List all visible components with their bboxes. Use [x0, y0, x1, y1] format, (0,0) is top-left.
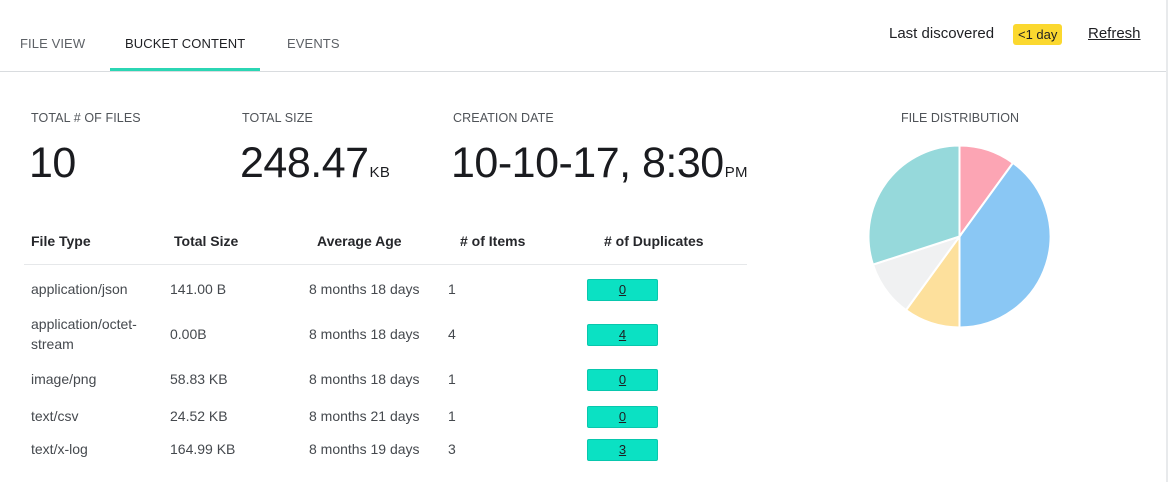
file-distribution-pie-chart	[867, 144, 1052, 329]
duplicates-button[interactable]: 4	[587, 324, 658, 346]
cell-items: 4	[448, 326, 456, 342]
cell-file-type: text/csv	[31, 408, 79, 424]
total-files-label: TOTAL # OF FILES	[31, 111, 141, 125]
cell-average-age: 8 months 18 days	[309, 281, 420, 297]
cell-items: 3	[448, 441, 456, 457]
cell-items: 1	[448, 371, 456, 387]
table-header-divider	[24, 264, 747, 265]
duplicates-button[interactable]: 3	[587, 439, 658, 461]
cell-items: 1	[448, 281, 456, 297]
duplicates-button[interactable]: 0	[587, 406, 658, 428]
creation-date-ampm: PM	[724, 164, 748, 181]
cell-file-type: application/json	[31, 281, 128, 297]
last-discovered-label: Last discovered	[889, 25, 995, 42]
column-header-average-age: Average Age	[317, 233, 402, 249]
cell-file-type: text/x-log	[31, 441, 88, 457]
tab-bucket-content[interactable]: BUCKET CONTENT	[125, 36, 246, 51]
cell-average-age: 8 months 21 days	[309, 408, 420, 424]
duplicates-button[interactable]: 0	[587, 279, 658, 301]
cell-total-size: 0.00B	[170, 326, 207, 342]
pie-slice-5	[867, 144, 961, 266]
column-header-total-size: Total Size	[174, 233, 239, 249]
column-header-items: # of Items	[460, 233, 526, 249]
creation-date-label: CREATION DATE	[453, 111, 554, 125]
pie-slice-2	[958, 161, 1052, 329]
top-bar: FILE VIEW BUCKET CONTENT EVENTS Last dis…	[0, 0, 1168, 72]
creation-date-text: 10-10-17, 8:30	[451, 139, 724, 187]
cell-items: 1	[448, 408, 456, 424]
total-size-label: TOTAL SIZE	[242, 111, 313, 125]
duplicates-button[interactable]: 0	[587, 369, 658, 391]
creation-date-value: 10-10-17, 8:30PM	[451, 138, 748, 198]
cell-total-size: 58.83 KB	[170, 371, 228, 387]
tab-file-view[interactable]: FILE VIEW	[20, 36, 86, 51]
last-discovered-badge: <1 day	[1013, 24, 1063, 45]
chart-title: FILE DISTRIBUTION	[900, 111, 1020, 125]
cell-file-type: image/png	[31, 371, 97, 387]
cell-total-size: 141.00 B	[170, 281, 227, 297]
refresh-link[interactable]: Refresh	[1088, 25, 1141, 42]
total-size-value: 248.47KB	[240, 138, 390, 198]
total-size-number: 248.47	[240, 139, 369, 187]
total-size-unit: KB	[369, 164, 391, 181]
total-files-value: 10	[29, 138, 76, 188]
cell-average-age: 8 months 18 days	[309, 326, 420, 342]
cell-file-type: application/octet-stream	[31, 316, 137, 352]
active-tab-indicator	[110, 68, 260, 71]
panel-edge	[1166, 0, 1168, 482]
cell-total-size: 164.99 KB	[170, 441, 236, 457]
tab-events[interactable]: EVENTS	[287, 36, 340, 51]
cell-average-age: 8 months 19 days	[309, 441, 420, 457]
column-header-duplicates: # of Duplicates	[604, 233, 704, 249]
cell-average-age: 8 months 18 days	[309, 371, 420, 387]
cell-total-size: 24.52 KB	[170, 408, 228, 424]
total-files-number: 10	[29, 139, 76, 187]
column-header-file-type: File Type	[31, 233, 91, 249]
